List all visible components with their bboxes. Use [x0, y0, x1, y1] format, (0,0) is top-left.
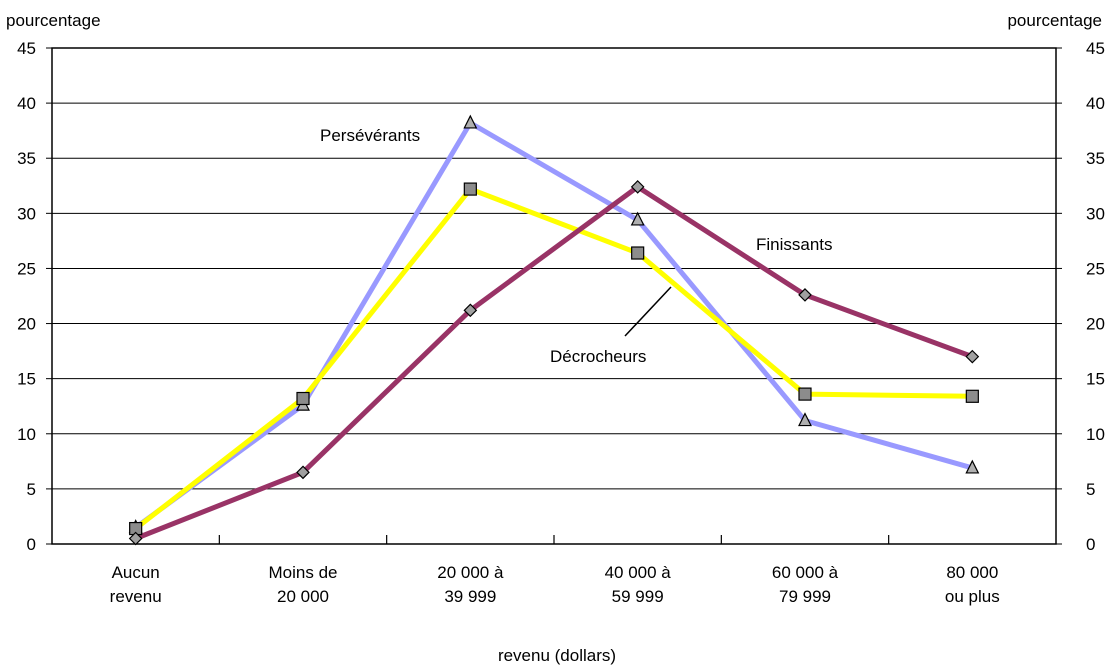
y-tick-label-left-5: 5	[27, 480, 36, 499]
gridlines	[52, 102, 1056, 490]
y-tick-label-right-15: 15	[1086, 370, 1105, 389]
y-tick-label-right-35: 35	[1086, 149, 1105, 168]
series-line-2	[134, 183, 974, 541]
y-tick-label-left-15: 15	[17, 370, 36, 389]
x-tick-label-3: 40 000 à 59 999	[605, 563, 672, 606]
y-tick-label-right-40: 40	[1086, 94, 1105, 113]
x-tick-label-2: 20 000 à 39 999	[437, 563, 504, 606]
x-axis-title: revenu (dollars)	[498, 646, 616, 665]
decrocheurs-leader-line	[624, 286, 672, 337]
axis-ticks	[46, 47, 1062, 545]
y-tick-label-left-40: 40	[17, 94, 36, 113]
series-2-point-0	[128, 531, 143, 546]
series-markers	[128, 114, 980, 546]
axis-labels: 0 0 5 5 10 10 15 15 20 20 25 25 30 30 35 35 40 40 45 45 Aucu…	[17, 39, 1105, 606]
y-tick-label-right-0: 0	[1086, 535, 1095, 554]
series-line-0	[134, 119, 974, 530]
x-tick-label-5: 80 000 ou plus	[945, 563, 1000, 606]
series-2-point-1	[296, 465, 310, 480]
series-1-point-1	[296, 391, 310, 406]
y-tick-label-right-45: 45	[1086, 39, 1105, 58]
series-2-point-2	[463, 303, 478, 318]
y-tick-label-right-10: 10	[1086, 425, 1105, 444]
y-tick-label-left-20: 20	[17, 315, 36, 334]
plot-area-frame	[51, 47, 1057, 545]
x-tick-label-1: Moins de 20 000	[269, 563, 338, 606]
series-0-point-2	[463, 114, 478, 129]
y-tick-label-right-25: 25	[1086, 259, 1105, 278]
series-2-point-5	[965, 349, 980, 364]
y-tick-label-left-25: 25	[17, 259, 36, 278]
y-axis-title-right: pourcentage	[1007, 11, 1102, 30]
y-tick-label-left-45: 45	[17, 39, 36, 58]
series-label-decrocheurs: Décrocheurs	[550, 347, 646, 366]
series-2-point-4	[798, 288, 812, 302]
y-tick-label-left-0: 0	[27, 535, 36, 554]
series-0-point-4	[798, 412, 812, 427]
series-label-perseverants: Persévérants	[320, 126, 420, 145]
series-lines	[134, 119, 974, 541]
y-tick-label-right-20: 20	[1086, 315, 1105, 334]
series-1-point-3	[631, 246, 645, 260]
y-tick-label-right-5: 5	[1086, 480, 1095, 499]
series-1-point-2	[463, 182, 477, 196]
series-1-point-5	[965, 389, 979, 403]
series-0-point-5	[965, 459, 980, 474]
y-axis-title-left: pourcentage	[6, 11, 101, 30]
y-tick-label-left-35: 35	[17, 149, 36, 168]
y-tick-label-left-30: 30	[17, 204, 36, 223]
series-1-point-4	[798, 387, 812, 401]
series-0-point-3	[630, 211, 645, 226]
y-tick-label-right-30: 30	[1086, 204, 1105, 223]
x-tick-label-4: 60 000 à 79 999	[772, 563, 839, 606]
y-tick-label-left-10: 10	[17, 425, 36, 444]
series-line-1	[134, 186, 973, 531]
series-2-point-3	[630, 180, 645, 194]
series-label-finissants: Finissants	[756, 235, 833, 254]
x-tick-label-0: Aucun revenu	[110, 563, 162, 606]
